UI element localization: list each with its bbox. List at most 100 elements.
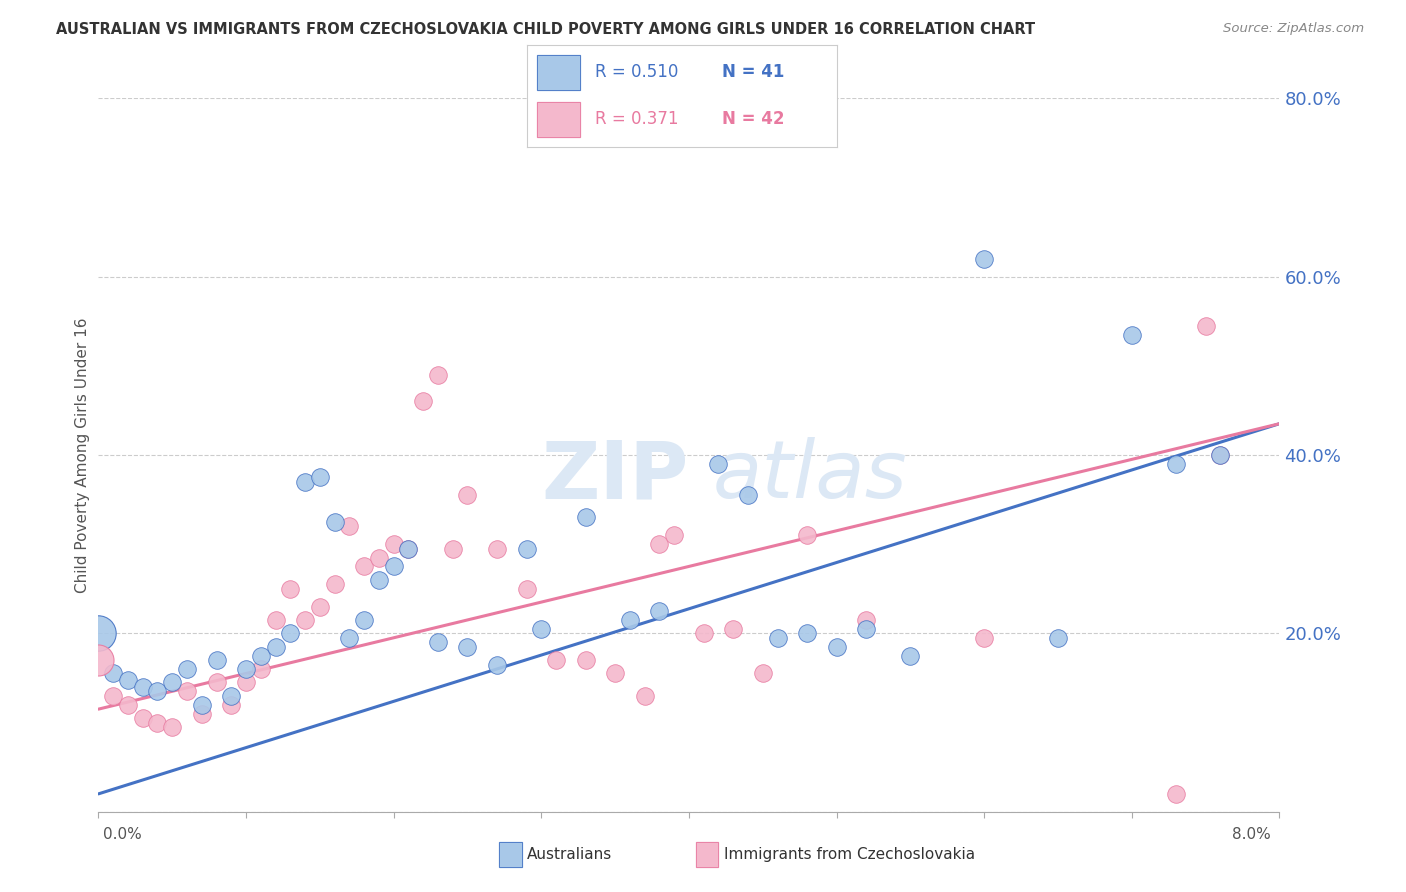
Point xyxy=(132,680,155,694)
Point xyxy=(367,550,389,565)
Point xyxy=(633,689,655,703)
Point xyxy=(412,394,434,409)
Point xyxy=(456,488,478,502)
Point xyxy=(205,653,228,667)
Point xyxy=(574,510,596,524)
Point xyxy=(382,559,405,574)
Point xyxy=(1209,448,1232,462)
Point xyxy=(648,604,671,618)
Text: R = 0.510: R = 0.510 xyxy=(595,63,679,81)
Point xyxy=(308,470,332,484)
Point xyxy=(162,720,183,734)
Point xyxy=(382,537,405,551)
Point xyxy=(117,698,139,712)
Point xyxy=(737,488,759,502)
Text: ZIP: ZIP xyxy=(541,437,689,516)
Point xyxy=(1121,327,1143,342)
Point xyxy=(250,648,273,663)
Point xyxy=(162,675,183,690)
Point xyxy=(900,648,922,663)
Point xyxy=(796,528,818,542)
Text: Source: ZipAtlas.com: Source: ZipAtlas.com xyxy=(1223,22,1364,36)
Point xyxy=(648,537,671,551)
Point xyxy=(146,715,169,730)
Point xyxy=(219,689,242,703)
Point xyxy=(515,582,537,596)
Point xyxy=(103,689,125,703)
Point xyxy=(766,631,789,645)
Point xyxy=(264,640,287,654)
Point xyxy=(796,626,818,640)
Point xyxy=(1046,631,1069,645)
Text: N = 41: N = 41 xyxy=(723,63,785,81)
Point xyxy=(693,626,716,640)
Point xyxy=(515,541,537,556)
Text: Australians: Australians xyxy=(527,847,613,862)
Point xyxy=(176,662,198,676)
Point xyxy=(485,657,508,672)
Text: 0.0%: 0.0% xyxy=(103,827,142,841)
Point xyxy=(264,613,287,627)
Point xyxy=(855,613,877,627)
Point xyxy=(219,698,242,712)
Point xyxy=(235,675,257,690)
Text: N = 42: N = 42 xyxy=(723,111,785,128)
Point xyxy=(605,666,627,681)
Point xyxy=(825,640,848,654)
Point xyxy=(367,573,389,587)
Point xyxy=(426,368,449,382)
Point xyxy=(546,653,568,667)
Point xyxy=(278,582,302,596)
Point xyxy=(87,653,110,667)
Point xyxy=(146,684,169,698)
Point xyxy=(973,631,995,645)
Point xyxy=(485,541,508,556)
Point xyxy=(707,457,730,471)
Point xyxy=(855,622,877,636)
Point xyxy=(396,541,419,556)
Bar xyxy=(537,55,579,90)
Point xyxy=(530,622,553,636)
Point xyxy=(294,613,316,627)
Bar xyxy=(537,102,579,137)
Point xyxy=(353,559,375,574)
Text: AUSTRALIAN VS IMMIGRANTS FROM CZECHOSLOVAKIA CHILD POVERTY AMONG GIRLS UNDER 16 : AUSTRALIAN VS IMMIGRANTS FROM CZECHOSLOV… xyxy=(56,22,1035,37)
Text: R = 0.371: R = 0.371 xyxy=(595,111,679,128)
Point xyxy=(323,515,346,529)
Point xyxy=(1194,318,1216,333)
Point xyxy=(132,711,155,725)
Point xyxy=(721,622,744,636)
Bar xyxy=(537,55,579,90)
Point xyxy=(191,698,214,712)
Point xyxy=(353,613,375,627)
Point xyxy=(294,475,316,489)
Point xyxy=(117,673,139,687)
Point xyxy=(396,541,419,556)
Point xyxy=(205,675,228,690)
Bar xyxy=(537,102,579,137)
Point xyxy=(103,666,125,681)
Point xyxy=(426,635,449,649)
Point xyxy=(456,640,478,654)
Point xyxy=(1209,448,1232,462)
Point xyxy=(664,528,686,542)
Point xyxy=(87,626,110,640)
Point xyxy=(308,599,332,614)
Point xyxy=(323,577,346,591)
Text: atlas: atlas xyxy=(713,437,907,516)
Point xyxy=(574,653,596,667)
Point xyxy=(973,252,995,266)
Point xyxy=(191,706,214,721)
Point xyxy=(751,666,773,681)
Point xyxy=(278,626,302,640)
Point xyxy=(250,662,273,676)
Y-axis label: Child Poverty Among Girls Under 16: Child Poverty Among Girls Under 16 xyxy=(75,318,90,592)
Point xyxy=(1164,787,1187,801)
Text: 8.0%: 8.0% xyxy=(1232,827,1271,841)
Text: Immigrants from Czechoslovakia: Immigrants from Czechoslovakia xyxy=(724,847,976,862)
Point xyxy=(441,541,464,556)
Point xyxy=(337,631,360,645)
Point xyxy=(176,684,198,698)
Point xyxy=(337,519,360,533)
Point xyxy=(619,613,641,627)
